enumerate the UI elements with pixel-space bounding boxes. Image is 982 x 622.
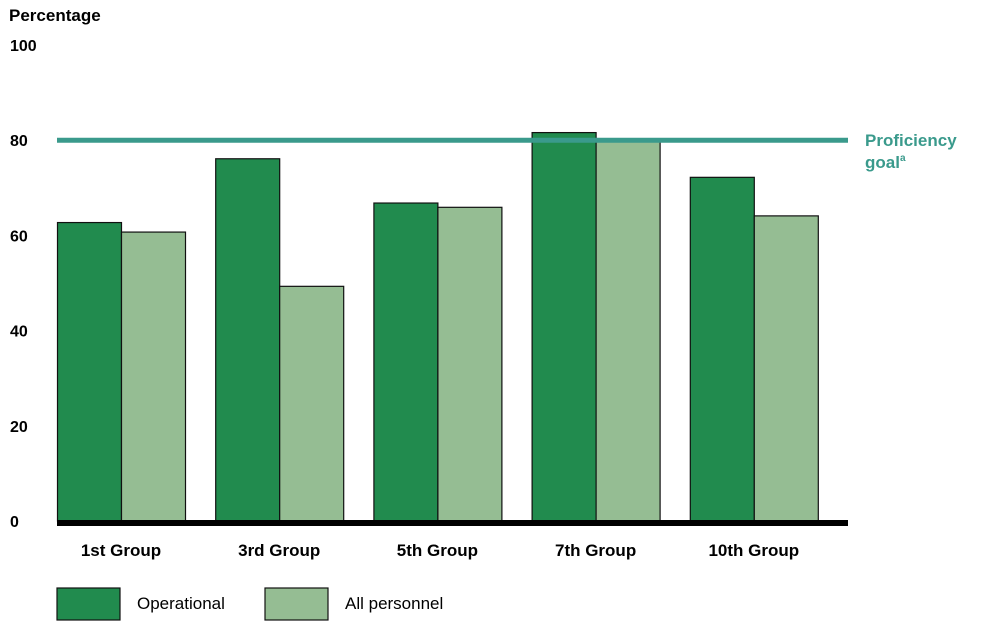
legend-swatch [56, 587, 121, 621]
bars [56, 131, 819, 522]
bar-all-personnel [120, 231, 187, 522]
y-tick-label: 20 [10, 419, 28, 436]
bar-operational [531, 131, 597, 522]
x-category-label: 7th Group [555, 541, 636, 560]
x-axis-categories: 1st Group 3rd Group 5th Group 7th Group 10th… [81, 541, 799, 560]
bar-operational [56, 221, 123, 522]
goal-label-footnote: a [900, 153, 906, 164]
goal-label-second: goala [865, 153, 906, 172]
x-axis-baseline [57, 520, 848, 526]
legend: Operational All personnel [56, 587, 443, 621]
bar-all-personnel [753, 215, 819, 522]
y-tick-label: 60 [10, 228, 28, 245]
y-tick-label: 100 [10, 38, 37, 55]
goal-label-word: goal [865, 153, 900, 172]
legend-label: Operational [137, 594, 225, 613]
legend-label: All personnel [345, 594, 443, 613]
x-category-label: 5th Group [397, 541, 478, 560]
y-tick-label: 0 [10, 514, 19, 531]
legend-swatch [264, 587, 329, 621]
x-category-label: 10th Group [708, 541, 799, 560]
x-category-label: 1st Group [81, 541, 161, 560]
bar-operational [215, 158, 281, 522]
y-tick-label: 80 [10, 133, 28, 150]
bar-all-personnel [279, 285, 345, 522]
bar-all-personnel [595, 139, 661, 522]
y-tick-label: 40 [10, 324, 28, 341]
bar-all-personnel [437, 206, 503, 522]
y-axis-ticks: 0 20 40 60 80 100 [10, 38, 37, 531]
y-axis-title: Percentage [9, 6, 101, 25]
bar-operational [373, 202, 439, 522]
bar-operational [689, 176, 755, 522]
x-category-label: 3rd Group [238, 541, 320, 560]
goal-label-main: Proficiency [865, 131, 957, 150]
